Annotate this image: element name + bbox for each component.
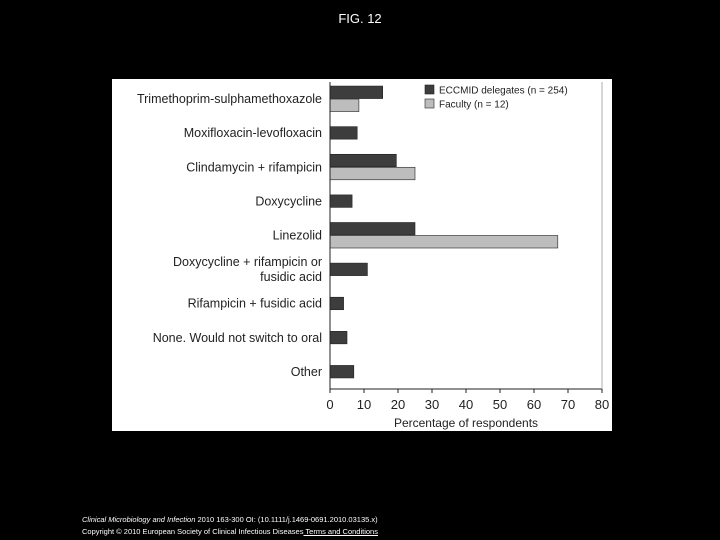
x-tick-label-20: 20 (391, 397, 405, 412)
x-tick-label-30: 30 (425, 397, 439, 412)
terms-link[interactable]: Terms and Conditions (303, 527, 378, 536)
x-tick-label-50: 50 (493, 397, 507, 412)
category-label-3: Doxycycline (255, 194, 322, 208)
x-tick-label-60: 60 (527, 397, 541, 412)
citation-details: 2010 163-300 OI: (10.1111/j.1469-0691.20… (195, 515, 378, 524)
legend: ECCMID delegates (n = 254) Faculty (n = 1… (424, 84, 568, 111)
category-label-4: Linezolid (273, 229, 322, 243)
bar-chart: Trimethoprim-sulphamethoxazole Moxifloxac… (137, 82, 609, 430)
x-tick-label-10: 10 (357, 397, 371, 412)
legend-label-0: ECCMID delegates (n = 254) (439, 86, 568, 97)
bar-delegates-5 (329, 262, 368, 276)
bar-delegates-3 (329, 194, 353, 208)
category-label-5-line-0: Doxycycline + rifampicin or (173, 255, 322, 269)
bar-delegates-6 (329, 296, 344, 311)
bar-faculty-4 (329, 235, 559, 249)
citation-footer: Clinical Microbiology and Infection 2010… (82, 514, 378, 538)
category-label-0: Trimethoprim-sulphamethoxazole (137, 92, 322, 106)
figure-title: FIG. 12 (338, 11, 382, 26)
x-tick-label-0: 0 (326, 397, 333, 412)
bar-delegates-8 (329, 365, 355, 379)
bar-delegates-2 (329, 153, 397, 168)
citation-line: Clinical Microbiology and Infection 2010… (82, 514, 378, 526)
category-label-7: None. Would not switch to oral (153, 331, 322, 345)
legend-swatch-1 (424, 98, 435, 109)
category-label-6: Rifampicin + fusidic acid (188, 297, 322, 311)
x-tick-label-70: 70 (561, 397, 575, 412)
category-label-8: Other (291, 365, 322, 379)
copyright-line: Copyright © 2010 European Society of Cli… (82, 526, 378, 538)
bar-faculty-2 (329, 166, 416, 181)
bar-delegates-0 (329, 85, 384, 99)
x-tick-label-80: 80 (595, 397, 609, 412)
category-label-2: Clindamycin + rifampicin (186, 160, 322, 174)
chart-panel: Trimethoprim-sulphamethoxazole Moxifloxac… (112, 79, 612, 431)
copyright-text: Copyright © 2010 European Society of Cli… (82, 527, 304, 536)
journal-name: Clinical Microbiology and Infection (82, 515, 196, 524)
legend-label-1: Faculty (n = 12) (439, 100, 509, 111)
bar-delegates-1 (329, 126, 358, 140)
category-label-1: Moxifloxacin-levofloxacin (184, 126, 322, 140)
x-axis-title: Percentage of respondents (394, 416, 538, 430)
bar-delegates-4 (329, 222, 416, 236)
bar-faculty-0 (329, 98, 360, 112)
legend-swatch-0 (424, 84, 435, 95)
category-label-5-line-1: fusidic acid (260, 270, 322, 284)
bar-delegates-7 (329, 331, 348, 345)
x-tick-label-40: 40 (459, 397, 473, 412)
